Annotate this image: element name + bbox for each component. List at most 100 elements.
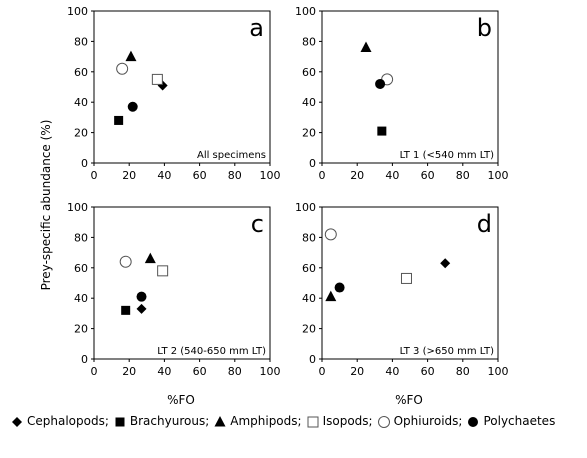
y-tick-label: 80 <box>302 35 316 48</box>
y-tick-label: 60 <box>74 66 88 79</box>
panel-subtitle: LT 1 (<540 mm LT) <box>400 150 495 161</box>
x-tick-label: 40 <box>385 169 399 182</box>
point-amphipods <box>144 252 156 264</box>
y-tick-label: 100 <box>67 5 88 18</box>
y-tick-label: 0 <box>81 353 88 366</box>
legend-marker-diamond-filled-icon <box>10 416 24 428</box>
legend-label: Ophiuroids; <box>393 414 463 428</box>
x-tick-label: 60 <box>193 365 207 378</box>
legend-label: Brachyurous; <box>129 414 210 428</box>
panel-letter: a <box>249 14 264 42</box>
point-cephalopods <box>440 258 451 269</box>
panel-subtitle: All specimens <box>197 150 266 161</box>
point-polychaetes <box>375 78 386 89</box>
panel-subtitle: LT 2 (540-650 mm LT) <box>157 346 266 357</box>
legend-symbol <box>214 415 226 426</box>
y-tick-label: 0 <box>309 157 316 170</box>
legend-symbol <box>12 416 22 427</box>
x-tick-label: 100 <box>260 169 281 182</box>
y-tick-label: 20 <box>74 323 88 336</box>
point-isopods <box>157 265 169 277</box>
x-tick-label: 60 <box>421 365 435 378</box>
point-cephalopods <box>136 303 147 314</box>
y-tick-label: 20 <box>302 127 316 140</box>
y-tick-label: 100 <box>295 201 316 214</box>
point-ophiuroids <box>324 228 337 241</box>
y-tick-label: 60 <box>74 262 88 275</box>
point-polychaetes <box>334 282 345 293</box>
x-tick-label: 20 <box>350 169 364 182</box>
point-ophiuroids <box>119 255 132 268</box>
x-tick-label: 40 <box>157 365 171 378</box>
x-axis-label-bottom-right: %FO <box>395 393 423 407</box>
legend-marker-square-open-icon <box>306 416 320 428</box>
panel-letter: c <box>251 210 264 238</box>
y-tick-label: 0 <box>81 157 88 170</box>
y-tick-label: 80 <box>302 231 316 244</box>
legend-item: Polychaetes <box>466 414 555 428</box>
x-tick-label: 60 <box>193 169 207 182</box>
legend-item: Isopods; <box>306 414 373 428</box>
plot-frame <box>321 10 499 164</box>
y-tick-label: 40 <box>302 96 316 109</box>
x-tick-label: 40 <box>157 169 171 182</box>
legend-item: Brachyurous; <box>113 414 209 428</box>
y-tick-label: 80 <box>74 231 88 244</box>
legend-label: Cephalopods; <box>27 414 109 428</box>
point-amphipods <box>360 41 372 52</box>
legend-marker-circle-filled-icon <box>466 416 480 428</box>
panel-d: 0 20 40 60 80 100 0 20 40 60 80 100 d LT 3 (>650 mm L… <box>295 201 509 378</box>
legend-item: Ophiuroids; <box>377 414 463 428</box>
panel-letter: b <box>477 14 492 42</box>
point-brachyurous <box>121 305 131 315</box>
legend-item: Amphipods; <box>213 414 302 428</box>
point-isopods <box>400 272 412 284</box>
legend-marker-circle-open-icon <box>377 415 391 428</box>
y-tick-label: 40 <box>74 96 88 109</box>
legend-item: Cephalopods; <box>10 414 109 428</box>
panel-a: 0 20 40 60 80 100 0 20 40 60 80 100 a All specimens <box>67 5 281 182</box>
y-tick-label: 40 <box>302 292 316 305</box>
legend-label: Polychaetes <box>483 414 556 428</box>
plot-frame <box>93 10 271 164</box>
legend-label: Amphipods; <box>230 414 302 428</box>
x-axis-label-bottom-left: %FO <box>167 393 195 407</box>
x-tick-label: 100 <box>488 365 509 378</box>
plot-frame <box>321 206 499 360</box>
y-axis-label: Prey-specific abundance (%) <box>39 120 53 291</box>
point-isopods <box>151 73 163 85</box>
x-tick-label: 0 <box>319 365 326 378</box>
point-ophiuroids <box>116 62 129 75</box>
x-tick-label: 100 <box>488 169 509 182</box>
x-tick-label: 0 <box>319 169 326 182</box>
x-tick-label: 60 <box>421 169 435 182</box>
point-brachyurous <box>377 126 387 136</box>
x-tick-label: 80 <box>456 365 470 378</box>
x-tick-label: 20 <box>122 365 136 378</box>
legend-label: Isopods; <box>322 414 373 428</box>
y-tick-label: 60 <box>302 262 316 275</box>
panel-c: 0 20 40 60 80 100 0 20 40 60 80 100 c LT 2 (540-650 m… <box>67 201 281 378</box>
panel-subtitle: LT 3 (>650 mm LT) <box>400 346 495 357</box>
x-tick-label: 40 <box>385 365 399 378</box>
y-tick-label: 0 <box>309 353 316 366</box>
x-tick-label: 80 <box>456 169 470 182</box>
plot-frame <box>93 206 271 360</box>
point-brachyurous <box>114 115 124 125</box>
legend-symbol <box>468 416 479 427</box>
legend: Cephalopods; Brachyurous; Amphipods; Isopod… <box>10 414 559 428</box>
y-tick-label: 100 <box>295 5 316 18</box>
x-tick-label: 20 <box>122 169 136 182</box>
y-tick-label: 20 <box>74 127 88 140</box>
legend-symbol <box>377 415 390 428</box>
point-polychaetes <box>127 101 138 112</box>
point-amphipods <box>125 50 137 62</box>
x-tick-label: 20 <box>350 365 364 378</box>
x-tick-label: 0 <box>91 365 98 378</box>
x-tick-label: 80 <box>228 169 242 182</box>
y-tick-label: 100 <box>67 201 88 214</box>
panel-letter: d <box>477 210 492 238</box>
y-tick-label: 40 <box>74 292 88 305</box>
x-tick-label: 100 <box>260 365 281 378</box>
